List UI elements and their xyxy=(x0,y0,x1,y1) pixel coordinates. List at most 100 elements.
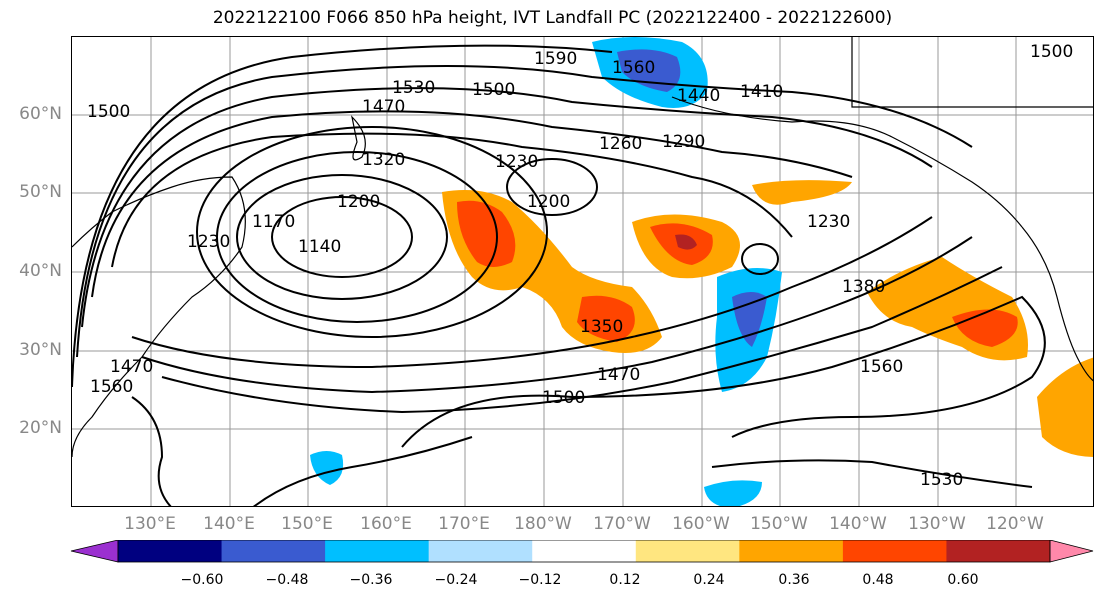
contour-label: 1530 xyxy=(392,78,435,98)
lon-label: 130°W xyxy=(908,514,966,534)
colorbar-tick-label: 0.60 xyxy=(947,572,979,588)
colorbar-segments xyxy=(70,540,1094,563)
lat-label: 50°N xyxy=(19,182,62,202)
ivt-positive-region xyxy=(457,200,516,267)
ivt-positive-region xyxy=(577,295,635,342)
contour-label: 1200 xyxy=(337,192,380,212)
lon-label: 170°E xyxy=(438,514,490,534)
contour-label: 1530 xyxy=(920,470,963,490)
colorbar-segment xyxy=(221,540,326,562)
contour-line xyxy=(216,151,498,323)
colorbar xyxy=(70,540,1094,563)
contour-label: 1380 xyxy=(842,277,885,297)
contour-line xyxy=(196,126,548,338)
map-panel: 1590 1560 1530 1500 1440 1410 1500 1470 … xyxy=(71,36,1094,507)
lon-label: 130°E xyxy=(124,514,176,534)
colorbar-segment xyxy=(842,540,947,562)
contour-label: 1500 xyxy=(472,80,515,100)
contour-line xyxy=(131,396,172,506)
contour-label: 1350 xyxy=(580,317,623,337)
colorbar-segment xyxy=(635,540,740,562)
ivt-negative-region xyxy=(704,480,762,506)
contour-label: 1470 xyxy=(110,357,153,377)
colorbar-tick-label: 0.48 xyxy=(862,572,894,588)
contour-line xyxy=(401,295,1046,448)
lat-label: 30°N xyxy=(19,340,62,360)
contour-line xyxy=(506,158,598,216)
lon-label: 120°W xyxy=(986,514,1044,534)
contour-line xyxy=(161,266,1003,414)
lon-label: 140°E xyxy=(203,514,255,534)
height-contours xyxy=(72,44,1046,506)
contour-label: 1470 xyxy=(597,365,640,385)
contour-label: 1560 xyxy=(860,357,903,377)
ivt-positive-region xyxy=(1037,357,1093,457)
contour-label: 1200 xyxy=(527,192,570,212)
contour-label: 1500 xyxy=(87,102,130,122)
colorbar-tick-label: −0.12 xyxy=(518,572,562,588)
contour-label: 1500 xyxy=(1030,42,1073,62)
colorbar-segment xyxy=(946,540,1051,562)
lon-label: 150°E xyxy=(281,514,333,534)
colorbar-segment xyxy=(118,540,223,562)
lon-label: 170°W xyxy=(593,514,651,534)
colorbar-segment xyxy=(428,540,533,562)
contour-line xyxy=(271,196,413,278)
colorbar-tick-label: −0.48 xyxy=(265,572,309,588)
north-america-coast xyxy=(1021,226,1093,382)
contour-label: 1590 xyxy=(534,49,577,69)
contour-line xyxy=(76,65,973,358)
contour-label: 1320 xyxy=(362,150,405,170)
contour-label: 1560 xyxy=(612,58,655,78)
colorbar-segment xyxy=(532,540,637,562)
contour-label: 1500 xyxy=(542,388,585,408)
contour-label: 1230 xyxy=(187,232,230,252)
lat-label: 40°N xyxy=(19,261,62,281)
colorbar-border xyxy=(117,540,1051,563)
contour-line xyxy=(141,236,973,394)
contour-label: 1230 xyxy=(495,152,538,172)
contour-label: 1260 xyxy=(599,134,642,154)
lat-label: 60°N xyxy=(19,104,62,124)
asia-coast xyxy=(72,176,246,458)
canada-border xyxy=(851,37,1093,108)
contour-line xyxy=(741,243,779,275)
colorbar-segment xyxy=(325,540,430,562)
lon-label: 140°W xyxy=(829,514,887,534)
contour-label: 1470 xyxy=(362,97,405,117)
lat-label: 20°N xyxy=(19,418,62,438)
contour-line xyxy=(236,174,448,300)
colorbar-tick-label: −0.36 xyxy=(349,572,393,588)
colorbar-segment xyxy=(739,540,844,562)
kamchatka-coast xyxy=(351,115,366,161)
contour-label: 1140 xyxy=(298,237,341,257)
contour-label: 1290 xyxy=(662,132,705,152)
contour-label: 1560 xyxy=(90,377,133,397)
ivt-negative-region xyxy=(617,49,681,92)
contour-label: 1230 xyxy=(807,212,850,232)
lon-label: 180°W xyxy=(514,514,572,534)
map-canvas: 1590 1560 1530 1500 1440 1410 1500 1470 … xyxy=(72,37,1093,506)
contour-line xyxy=(711,459,1033,488)
ivt-negative-region xyxy=(310,451,344,485)
contour-label-group: 1590 1560 1530 1500 1440 1410 1500 1470 … xyxy=(87,42,1073,490)
contour-line xyxy=(72,44,613,388)
lon-label: 160°W xyxy=(672,514,730,534)
contour-line xyxy=(81,87,933,328)
contour-label: 1170 xyxy=(252,212,295,232)
contour-line xyxy=(91,110,853,298)
contour-line xyxy=(111,132,793,268)
contour-line xyxy=(253,436,473,506)
lon-label: 160°E xyxy=(360,514,412,534)
ivt-positive-region xyxy=(752,180,852,205)
ivt-positive-region xyxy=(675,234,697,250)
contour-line xyxy=(131,216,933,369)
contour-label: 1440 xyxy=(677,86,720,106)
lon-label: 150°W xyxy=(750,514,808,534)
colorbar-extend-max xyxy=(1049,540,1094,563)
colorbar-tick-label: 0.36 xyxy=(778,572,810,588)
colorbar-tick-label: −0.24 xyxy=(434,572,478,588)
map-title: 2022122100 F066 850 hPa height, IVT Land… xyxy=(212,8,893,28)
colorbar-extend-min xyxy=(70,540,119,563)
coastlines xyxy=(72,37,1093,458)
